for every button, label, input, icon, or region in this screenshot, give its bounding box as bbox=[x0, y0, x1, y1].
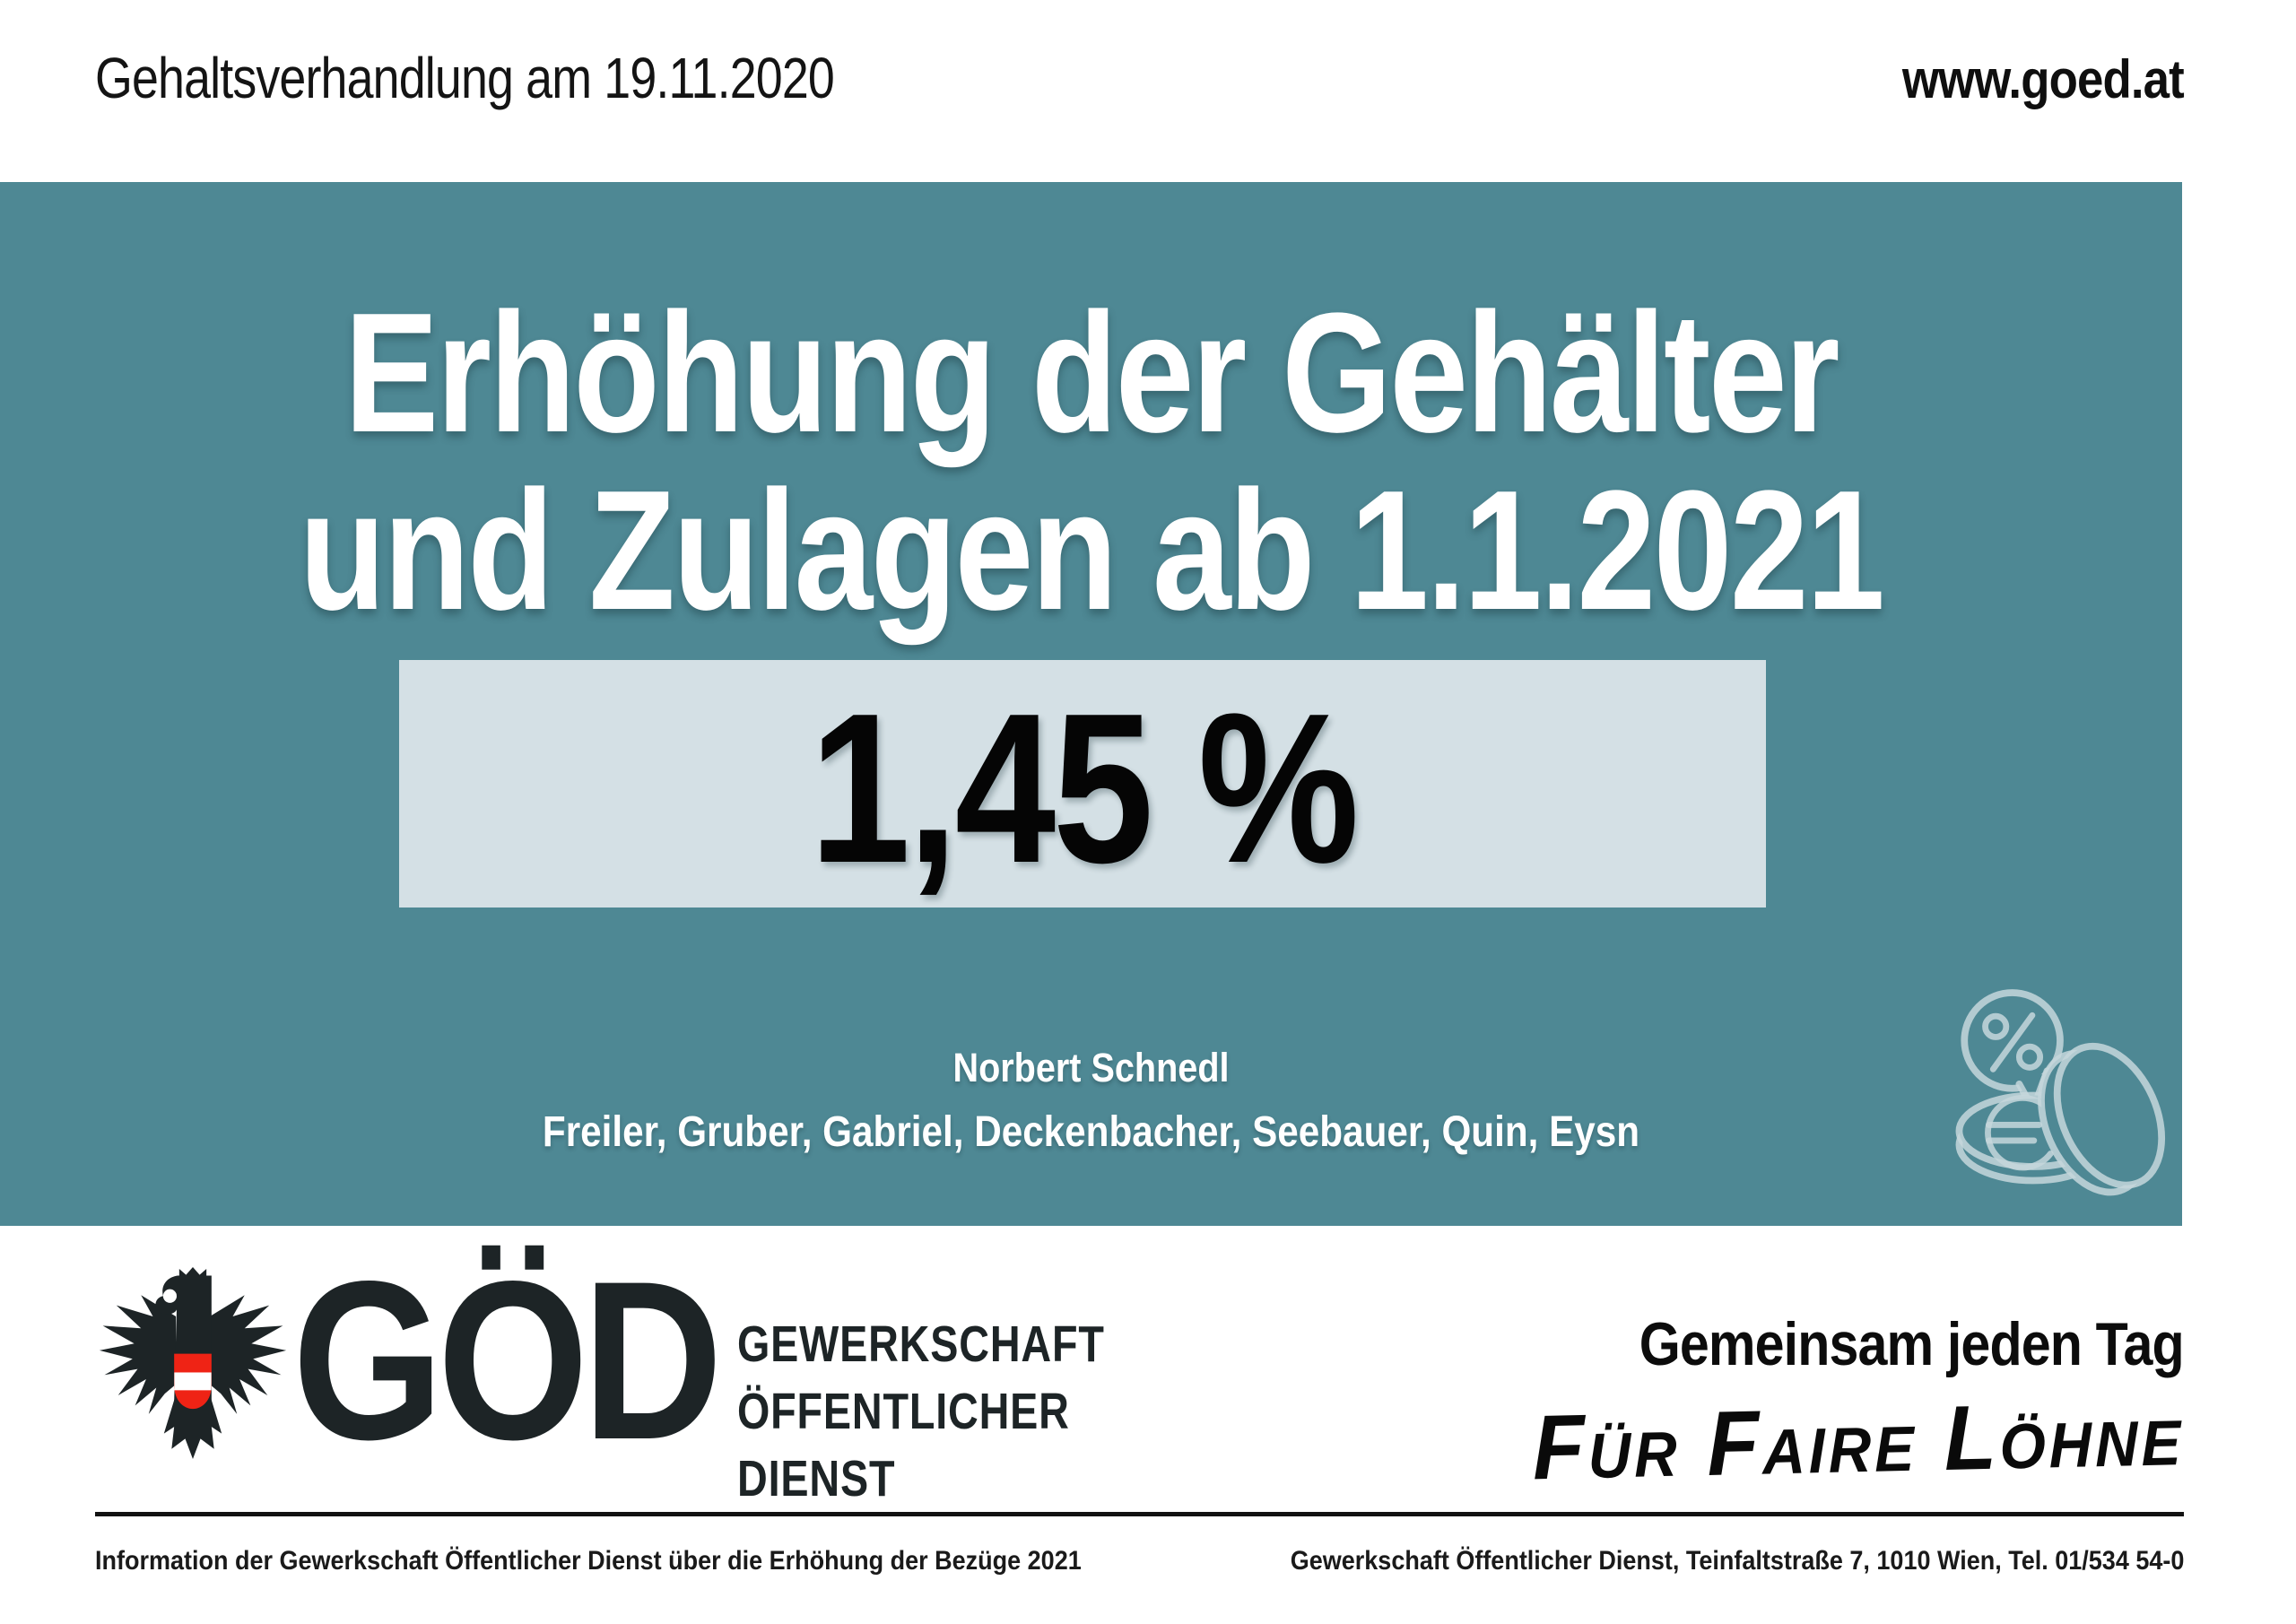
negotiation-team: Freiler, Gruber, Gabriel, Deckenbacher, … bbox=[542, 1108, 1640, 1156]
footer-info-right: Gewerkschaft Öffentlicher Dienst, Teinfa… bbox=[1290, 1546, 2184, 1576]
header-date: Gehaltsverhandlung am 19.11.2020 bbox=[95, 46, 835, 110]
org-name-line-1: GEWERKSCHAFT bbox=[737, 1316, 1105, 1373]
percentage-value: 1,45 % bbox=[809, 670, 1359, 908]
banner-title-line-1: Erhöhung der Gehälter bbox=[344, 278, 1840, 468]
slogan-main: Für Faire Löhne bbox=[1531, 1382, 2186, 1499]
org-name: GEWERKSCHAFT ÖFFENTLICHER DIENST bbox=[737, 1311, 1105, 1513]
goed-acronym: GÖD bbox=[292, 1235, 723, 1487]
eagle-tail bbox=[163, 1394, 222, 1460]
euro-symbol-icon bbox=[1985, 1094, 2054, 1171]
percent-euro-coins-icon bbox=[1955, 989, 2166, 1196]
euro-coin-tilted-icon bbox=[2038, 1042, 2166, 1196]
banner-title-line-2: und Zulagen ab 1.1.2021 bbox=[299, 456, 1885, 646]
header-website: www.goed.at bbox=[1902, 49, 2185, 109]
slogan-tagline: Gemeinsam jeden Tag bbox=[1639, 1310, 2185, 1378]
footer-info-left: Information der Gewerkschaft Öffentliche… bbox=[95, 1546, 1082, 1576]
org-name-line-2: ÖFFENTLICHER bbox=[737, 1383, 1070, 1440]
eagle-right-wing bbox=[209, 1295, 287, 1414]
org-name-line-3: DIENST bbox=[737, 1450, 896, 1507]
eagle-crown bbox=[178, 1267, 207, 1280]
salary-banner: Erhöhung der Gehälter und Zulagen ab 1.1… bbox=[0, 182, 2182, 1226]
negotiator-name: Norbert Schnedl bbox=[952, 1045, 1230, 1090]
percent-bubble-icon bbox=[1961, 989, 2064, 1092]
goed-eagle-icon bbox=[99, 1267, 287, 1460]
divider-rule bbox=[95, 1512, 2184, 1516]
eagle-left-wing bbox=[99, 1295, 177, 1414]
austria-flag-shield bbox=[174, 1353, 212, 1410]
percentage-highlight-box: 1,45 % bbox=[399, 660, 1766, 908]
